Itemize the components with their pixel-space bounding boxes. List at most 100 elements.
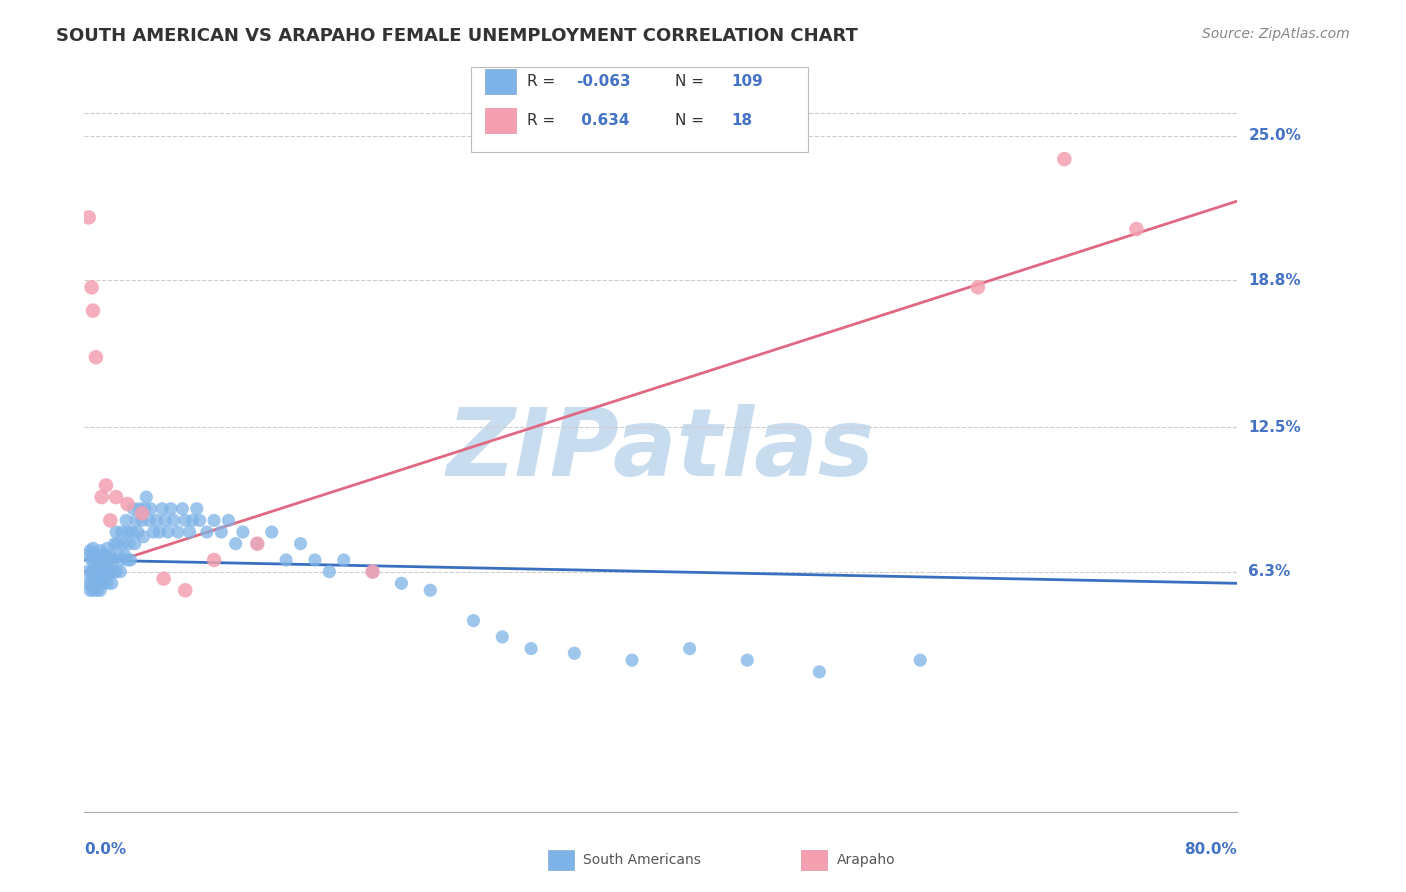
Point (93, 572, 115, 586)
Point (77, 549, 100, 563)
Text: 6.3%: 6.3% (1249, 564, 1291, 579)
Text: 12.5%: 12.5% (1249, 419, 1301, 434)
Point (131, 513, 153, 527)
Point (121, 524, 143, 539)
Text: South Americans: South Americans (583, 853, 702, 867)
Point (152, 572, 174, 586)
Point (1125, 222, 1147, 236)
Point (82, 583, 104, 598)
Point (105, 565, 128, 579)
Point (91, 576, 114, 591)
Point (91, 560, 114, 574)
Point (290, 537, 312, 551)
Text: -0.063: -0.063 (576, 74, 631, 89)
Point (94, 478, 117, 492)
Point (125, 513, 148, 527)
Point (174, 583, 197, 598)
Point (138, 513, 160, 527)
Point (94, 553, 117, 567)
Point (304, 553, 326, 567)
Point (93, 549, 115, 563)
Point (83, 549, 105, 563)
Point (679, 641, 702, 656)
Point (124, 537, 146, 551)
Point (110, 565, 132, 579)
Point (80, 280, 103, 294)
Point (108, 549, 131, 563)
Point (260, 524, 283, 539)
Point (84, 576, 107, 591)
Point (89, 543, 111, 558)
Point (82, 541, 104, 556)
Point (202, 553, 225, 567)
Point (117, 497, 139, 511)
Point (737, 653, 759, 667)
Point (128, 501, 150, 516)
Point (115, 513, 138, 527)
Point (150, 501, 173, 516)
Point (463, 614, 485, 628)
Point (111, 524, 134, 539)
Point (98, 513, 121, 527)
Point (87, 576, 110, 591)
Point (127, 524, 149, 539)
Point (202, 513, 225, 527)
Point (520, 641, 543, 656)
Text: R =: R = (527, 113, 555, 128)
Point (491, 630, 513, 644)
Point (139, 501, 162, 516)
Point (163, 513, 186, 527)
Point (209, 524, 232, 539)
Text: N =: N = (675, 74, 704, 89)
Point (621, 653, 644, 667)
Point (86, 566, 108, 581)
Point (79, 543, 101, 558)
Point (179, 524, 201, 539)
Point (84, 565, 107, 579)
Point (117, 553, 139, 567)
Point (120, 553, 142, 567)
Point (131, 507, 153, 521)
Point (90, 553, 112, 567)
Point (188, 513, 211, 527)
Point (94, 565, 117, 579)
Point (564, 646, 586, 660)
Point (361, 565, 384, 579)
Text: 0.634: 0.634 (576, 113, 630, 128)
Text: Arapaho: Arapaho (837, 853, 896, 867)
Text: SOUTH AMERICAN VS ARAPAHO FEMALE UNEMPLOYMENT CORRELATION CHART: SOUTH AMERICAN VS ARAPAHO FEMALE UNEMPLO… (56, 27, 858, 45)
Point (97, 553, 120, 567)
Point (167, 524, 190, 539)
Point (148, 524, 170, 539)
Text: 0.0%: 0.0% (84, 842, 127, 857)
Point (96, 576, 118, 591)
Point (80, 553, 103, 567)
Point (82, 303, 104, 318)
Point (419, 583, 441, 598)
Point (79, 583, 101, 598)
Point (186, 501, 208, 516)
Point (318, 565, 340, 579)
Point (1053, 152, 1076, 166)
Point (83, 572, 105, 586)
Point (103, 565, 124, 579)
Point (87, 565, 110, 579)
Point (77, 211, 100, 225)
Point (246, 537, 269, 551)
Point (333, 553, 356, 567)
Point (87, 553, 110, 567)
Point (132, 530, 155, 544)
Point (107, 537, 129, 551)
Point (276, 553, 298, 567)
Point (967, 280, 990, 294)
Point (105, 524, 128, 539)
Text: 109: 109 (731, 74, 763, 89)
Point (134, 501, 156, 516)
Point (218, 513, 240, 527)
Text: Source: ZipAtlas.com: Source: ZipAtlas.com (1202, 27, 1350, 41)
Point (104, 537, 127, 551)
Point (122, 501, 145, 516)
Point (76, 565, 98, 579)
Point (142, 524, 165, 539)
Point (103, 553, 124, 567)
